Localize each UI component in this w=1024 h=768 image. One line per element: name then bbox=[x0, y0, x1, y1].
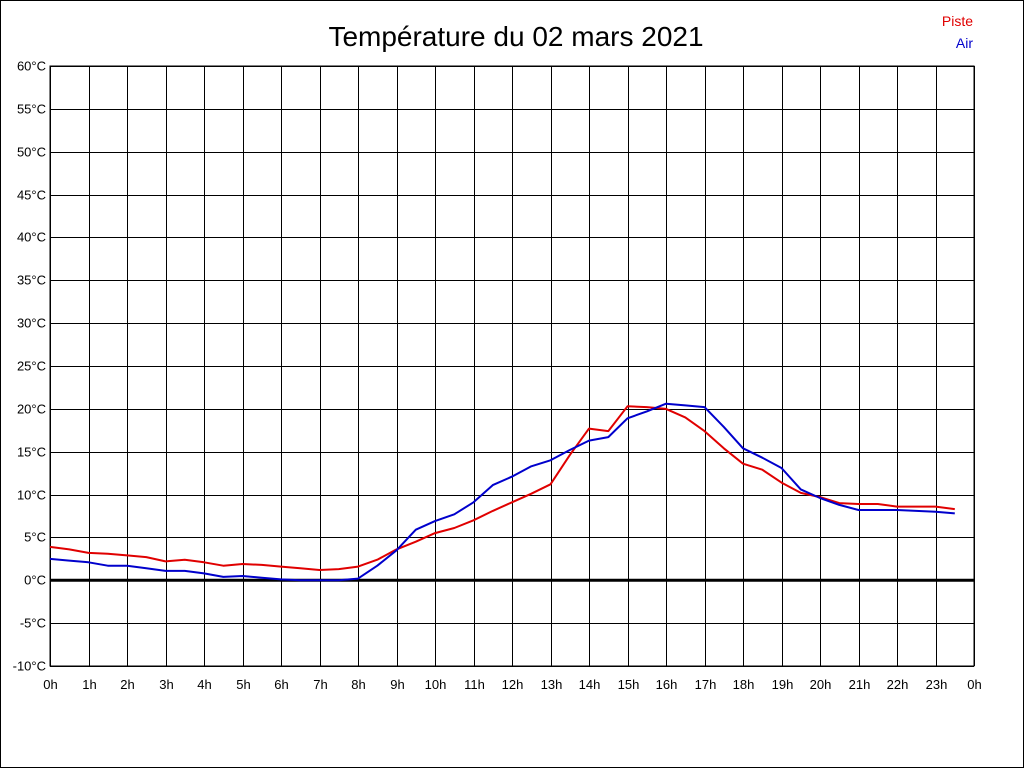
x-tick-label: 6h bbox=[274, 677, 288, 692]
x-tick-label: 0h bbox=[967, 677, 981, 692]
x-tick-label: 4h bbox=[197, 677, 211, 692]
series-line-piste bbox=[49, 405, 955, 571]
x-tick-label: 9h bbox=[390, 677, 404, 692]
y-tick-label: 15°C bbox=[17, 445, 46, 460]
x-tick-label: 14h bbox=[579, 677, 601, 692]
x-tick-label: 18h bbox=[733, 677, 755, 692]
x-tick-label: 7h bbox=[313, 677, 327, 692]
y-tick-label: 0°C bbox=[24, 573, 46, 588]
y-tick-label: 25°C bbox=[17, 359, 46, 374]
x-tick-label: 1h bbox=[82, 677, 96, 692]
y-tick-label: 35°C bbox=[17, 273, 46, 288]
x-tick-label: 21h bbox=[849, 677, 871, 692]
chart-title: Température du 02 mars 2021 bbox=[328, 21, 703, 52]
y-tick-label: 45°C bbox=[17, 188, 46, 203]
grid bbox=[49, 65, 975, 667]
y-tick-label: -10°C bbox=[13, 659, 46, 674]
x-tick-label: 12h bbox=[502, 677, 524, 692]
legend: Piste Air bbox=[942, 13, 973, 51]
y-tick-label: 5°C bbox=[24, 530, 46, 545]
x-tick-label: 16h bbox=[656, 677, 678, 692]
series-lines bbox=[49, 402, 955, 582]
x-tick-label: 20h bbox=[810, 677, 832, 692]
x-tick-label: 0h bbox=[43, 677, 57, 692]
y-tick-label: 10°C bbox=[17, 488, 46, 503]
y-tick-label: 30°C bbox=[17, 316, 46, 331]
x-tick-label: 10h bbox=[425, 677, 447, 692]
x-tick-label: 19h bbox=[772, 677, 794, 692]
y-tick-label: -5°C bbox=[20, 616, 46, 631]
series-line-air bbox=[49, 402, 955, 582]
x-tick-label: 15h bbox=[618, 677, 640, 692]
legend-entry-air: Air bbox=[956, 35, 973, 51]
x-tick-label: 17h bbox=[695, 677, 717, 692]
x-tick-label: 11h bbox=[464, 677, 485, 692]
y-axis-ticks: 60°C 55°C 50°C 45°C 40°C 35°C 30°C 25°C 20°C 15°C… bbox=[13, 59, 46, 674]
x-axis-ticks: 0h 1h 2h 3h 4h 5h 6h 7h 8h 9h 10h 11h 12h 13h 14h 15h 16… bbox=[43, 677, 981, 692]
x-tick-label: 13h bbox=[541, 677, 563, 692]
y-tick-label: 40°C bbox=[17, 230, 46, 245]
y-tick-label: 50°C bbox=[17, 145, 46, 160]
x-tick-label: 22h bbox=[887, 677, 909, 692]
x-tick-label: 8h bbox=[351, 677, 365, 692]
y-tick-label: 20°C bbox=[17, 402, 46, 417]
y-tick-label: 55°C bbox=[17, 102, 46, 117]
y-tick-label: 60°C bbox=[17, 59, 46, 74]
x-tick-label: 2h bbox=[120, 677, 134, 692]
legend-entry-piste: Piste bbox=[942, 13, 973, 29]
x-tick-label: 3h bbox=[159, 677, 173, 692]
x-tick-label: 23h bbox=[926, 677, 948, 692]
x-tick-label: 5h bbox=[236, 677, 250, 692]
